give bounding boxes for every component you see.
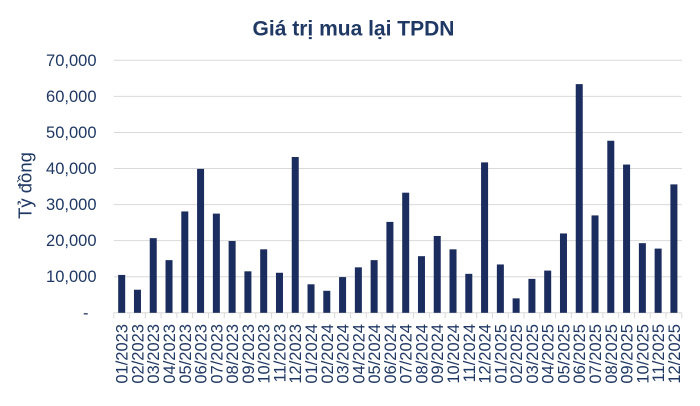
svg-text:08/2024: 08/2024	[413, 324, 431, 384]
svg-text:11/2023: 11/2023	[271, 324, 289, 382]
svg-text:70,000: 70,000	[46, 52, 96, 70]
svg-text:03/2025: 03/2025	[524, 324, 542, 384]
svg-text:04/2023: 04/2023	[161, 324, 179, 384]
svg-text:05/2025: 05/2025	[555, 324, 573, 384]
svg-text:03/2023: 03/2023	[145, 324, 163, 384]
svg-text:10/2025: 10/2025	[634, 324, 652, 384]
svg-text:02/2023: 02/2023	[129, 324, 147, 384]
svg-text:12/2024: 12/2024	[477, 324, 495, 384]
svg-text:06/2025: 06/2025	[571, 324, 589, 384]
svg-text:02/2024: 02/2024	[319, 324, 337, 384]
svg-text:01/2025: 01/2025	[492, 324, 510, 384]
svg-text:07/2024: 07/2024	[398, 324, 416, 384]
svg-text:01/2023: 01/2023	[114, 324, 132, 384]
svg-text:06/2024: 06/2024	[382, 324, 400, 384]
svg-text:09/2023: 09/2023	[240, 324, 258, 384]
svg-text:12/2025: 12/2025	[666, 324, 684, 384]
svg-text:07/2025: 07/2025	[587, 324, 605, 384]
svg-text:30,000: 30,000	[46, 196, 96, 214]
svg-text:04/2024: 04/2024	[350, 324, 368, 384]
svg-text:60,000: 60,000	[46, 88, 96, 106]
svg-text:10/2023: 10/2023	[256, 324, 274, 384]
svg-text:20,000: 20,000	[46, 232, 96, 250]
svg-text:08/2023: 08/2023	[224, 324, 242, 384]
svg-text:11/2025: 11/2025	[650, 324, 668, 382]
svg-text:Tỷ đồng: Tỷ đồng	[14, 152, 35, 219]
svg-text:02/2025: 02/2025	[508, 324, 526, 384]
svg-text:40,000: 40,000	[46, 160, 96, 178]
svg-text:10/2024: 10/2024	[445, 324, 463, 384]
svg-text:01/2024: 01/2024	[303, 324, 321, 384]
svg-text:09/2025: 09/2025	[619, 324, 637, 384]
svg-text:Giá trị mua lại TPDN: Giá trị mua lại TPDN	[253, 18, 455, 41]
svg-text:12/2023: 12/2023	[287, 324, 305, 384]
svg-text:05/2024: 05/2024	[366, 324, 384, 384]
svg-text:-: -	[83, 304, 89, 322]
svg-text:04/2025: 04/2025	[540, 324, 558, 384]
svg-text:03/2024: 03/2024	[335, 324, 353, 384]
svg-text:50,000: 50,000	[46, 124, 96, 142]
svg-text:10,000: 10,000	[46, 268, 96, 286]
svg-text:06/2023: 06/2023	[193, 324, 211, 384]
svg-text:05/2023: 05/2023	[177, 324, 195, 384]
svg-text:08/2025: 08/2025	[603, 324, 621, 384]
svg-text:11/2024: 11/2024	[461, 324, 479, 382]
svg-text:09/2024: 09/2024	[429, 324, 447, 384]
svg-text:07/2023: 07/2023	[208, 324, 226, 384]
